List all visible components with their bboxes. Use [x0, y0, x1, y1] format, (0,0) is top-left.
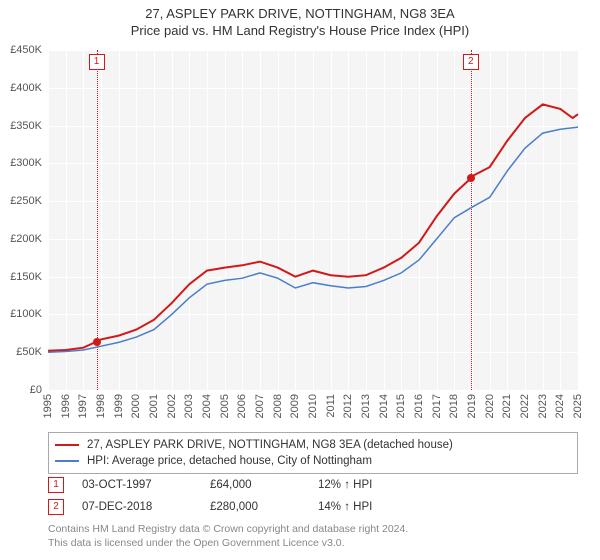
y-tick-label: £0 [0, 384, 42, 396]
y-tick-label: £150K [0, 271, 42, 283]
attribution-line: Contains HM Land Registry data © Crown c… [48, 522, 408, 536]
y-tick-label: £100K [0, 308, 42, 320]
x-tick-label: 1999 [113, 394, 125, 418]
y-tick-label: £450K [0, 44, 42, 56]
x-tick-label: 2020 [484, 394, 496, 418]
x-tick-label: 2012 [342, 394, 354, 418]
series-hpi [48, 127, 578, 352]
x-tick-label: 2004 [201, 394, 213, 418]
y-tick-label: £400K [0, 82, 42, 94]
x-tick-label: 2016 [413, 394, 425, 418]
sale-date: 07-DEC-2018 [82, 501, 192, 513]
x-tick-label: 2019 [466, 394, 478, 418]
sale-date: 03-OCT-1997 [82, 479, 192, 491]
x-tick-label: 2003 [183, 394, 195, 418]
x-tick-label: 2013 [360, 394, 372, 418]
x-tick-label: 2024 [554, 394, 566, 418]
y-tick-label: £300K [0, 157, 42, 169]
sale-price: £280,000 [210, 501, 300, 513]
attribution: Contains HM Land Registry data © Crown c… [48, 522, 408, 550]
y-tick-label: £250K [0, 195, 42, 207]
sale-diff: 12% ↑ HPI [318, 479, 372, 491]
x-tick-label: 2025 [572, 394, 584, 418]
x-tick-label: 1998 [95, 394, 107, 418]
x-tick-label: 2015 [395, 394, 407, 418]
legend: 27, ASPLEY PARK DRIVE, NOTTINGHAM, NG8 3… [48, 432, 578, 474]
legend-swatch-hpi [55, 460, 79, 462]
series-property [48, 104, 578, 350]
legend-label-hpi: HPI: Average price, detached house, City… [87, 455, 372, 467]
sale-row: 1 03-OCT-1997 £64,000 12% ↑ HPI [48, 474, 372, 496]
x-tick-label: 2017 [431, 394, 443, 418]
x-tick-label: 2014 [378, 394, 390, 418]
sale-row-marker: 1 [48, 477, 64, 493]
legend-label-property: 27, ASPLEY PARK DRIVE, NOTTINGHAM, NG8 3… [87, 439, 453, 451]
x-tick-label: 2006 [236, 394, 248, 418]
y-tick-label: £50K [0, 346, 42, 358]
price-chart: 12 £0£50K£100K£150K£200K£250K£300K£350K£… [48, 50, 578, 390]
sales-list: 1 03-OCT-1997 £64,000 12% ↑ HPI 2 07-DEC-2018… [48, 474, 372, 518]
x-tick-label: 2005 [219, 394, 231, 418]
x-tick-label: 2021 [501, 394, 513, 418]
page-subtitle: Price paid vs. HM Land Registry's House … [0, 23, 600, 38]
x-tick-label: 2018 [448, 394, 460, 418]
x-tick-label: 2001 [148, 394, 160, 418]
sale-price: £64,000 [210, 479, 300, 491]
attribution-line: This data is licensed under the Open Gov… [48, 536, 408, 550]
x-tick-label: 1996 [60, 394, 72, 418]
x-tick-label: 1997 [77, 394, 89, 418]
x-tick-label: 2000 [130, 394, 142, 418]
sale-row: 2 07-DEC-2018 £280,000 14% ↑ HPI [48, 496, 372, 518]
x-tick-label: 2002 [166, 394, 178, 418]
x-tick-label: 2007 [254, 394, 266, 418]
sale-row-marker: 2 [48, 499, 64, 515]
x-tick-label: 2010 [307, 394, 319, 418]
x-tick-label: 2022 [519, 394, 531, 418]
x-tick-label: 2009 [289, 394, 301, 418]
page-title: 27, ASPLEY PARK DRIVE, NOTTINGHAM, NG8 3… [0, 6, 600, 21]
x-tick-label: 2008 [272, 394, 284, 418]
x-tick-label: 1995 [42, 394, 54, 418]
y-tick-label: £200K [0, 233, 42, 245]
y-tick-label: £350K [0, 120, 42, 132]
sale-diff: 14% ↑ HPI [318, 501, 372, 513]
x-tick-label: 2011 [325, 394, 337, 418]
x-tick-label: 2023 [537, 394, 549, 418]
legend-swatch-property [55, 444, 79, 446]
